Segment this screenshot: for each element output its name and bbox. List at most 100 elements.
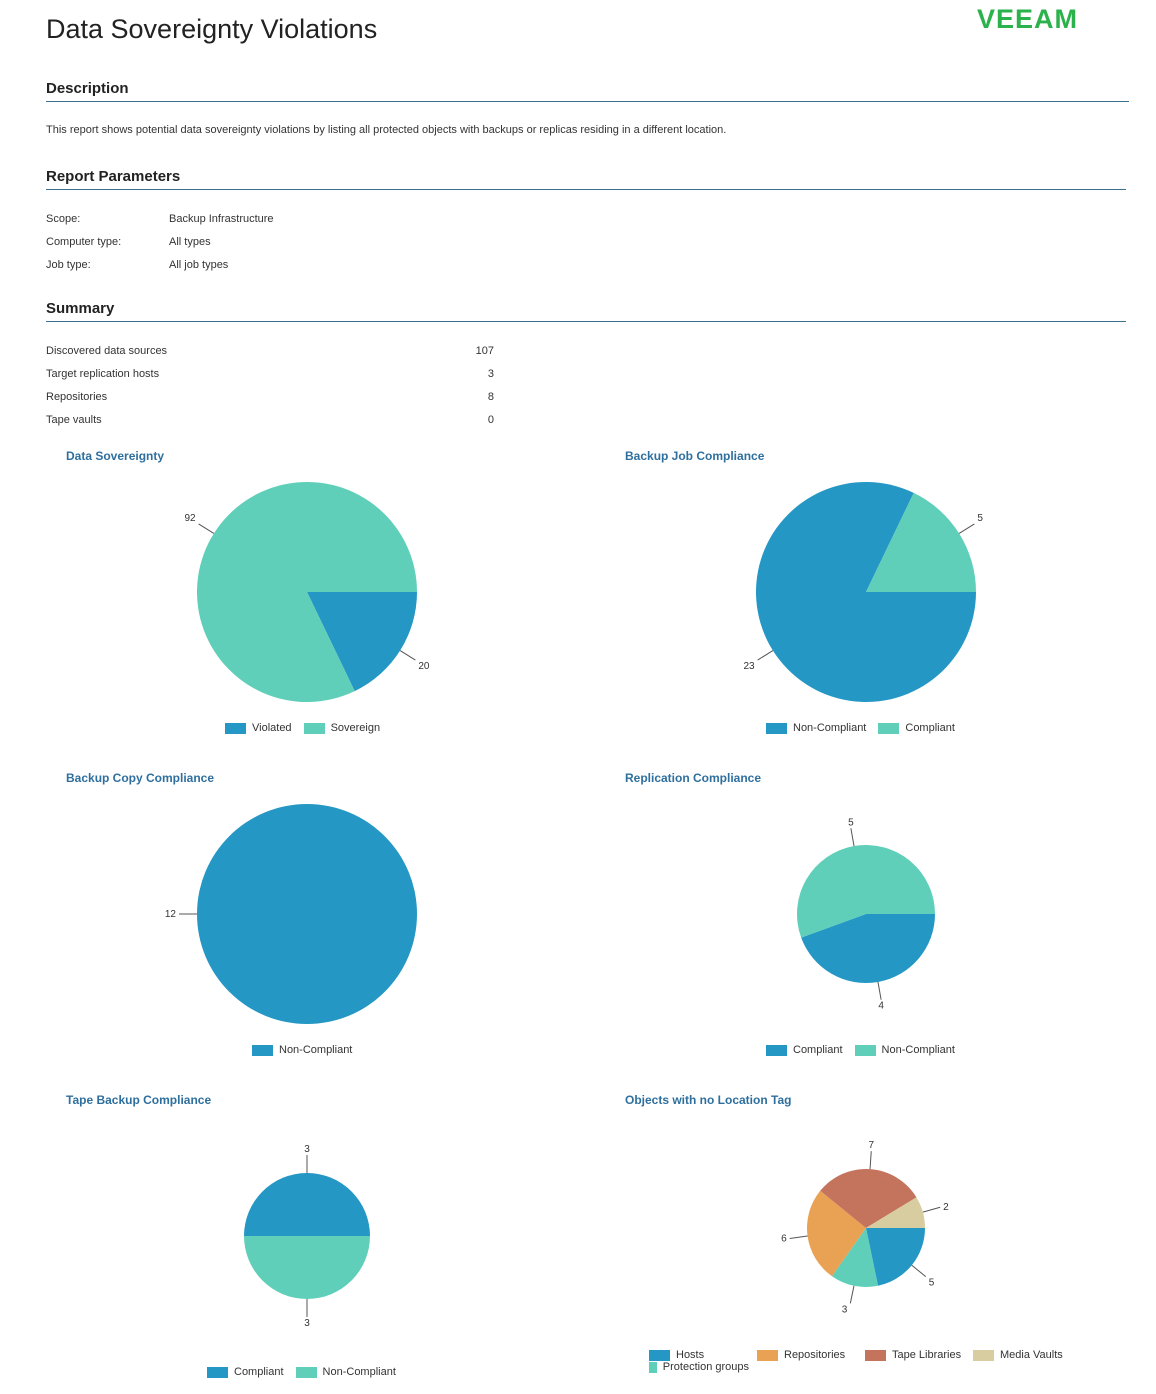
legend-backup-copy-compliance: Non-Compliant — [252, 1044, 364, 1056]
pie-value-label: 7 — [868, 1140, 874, 1151]
pie-value-label: 3 — [304, 1318, 310, 1329]
legend-swatch — [649, 1361, 657, 1373]
pie-value-label: 4 — [878, 1001, 884, 1012]
chart-title-objects-no-location-tag: Objects with no Location Tag — [625, 1093, 792, 1107]
description-rule — [46, 101, 1129, 102]
pie-leader-line — [911, 1264, 927, 1277]
summary-label-tape-vaults: Tape vaults — [46, 414, 102, 426]
legend-swatch — [973, 1349, 994, 1361]
legend-swatch — [225, 722, 246, 734]
legend-item: Hosts — [649, 1349, 749, 1361]
pie-slice-compliant — [801, 914, 935, 984]
pie-leader-line — [399, 650, 416, 661]
legend-label: Compliant — [905, 722, 955, 734]
legend-item: Repositories — [757, 1349, 857, 1361]
param-label-computer-type: Computer type: — [46, 236, 122, 248]
chart-title-backup-copy-compliance: Backup Copy Compliance — [66, 771, 215, 785]
pie-leader-line — [877, 981, 882, 1000]
legend-item: Tape Libraries — [865, 1349, 965, 1361]
legend-item: Compliant — [207, 1366, 284, 1378]
legend-swatch — [766, 722, 787, 734]
summary-label-repositories: Repositories — [46, 391, 108, 403]
legend-label: Protection groups — [662, 1361, 749, 1373]
chart-title-tape-backup-compliance: Tape Backup Compliance — [66, 1093, 212, 1107]
legend-swatch — [295, 1366, 317, 1378]
pie-value-label: 2 — [943, 1202, 949, 1213]
legend-label: Violated — [252, 722, 292, 734]
chart-title-data-sovereignty: Data Sovereignty — [66, 449, 165, 463]
legend-tape-backup-compliance: Compliant Non-Compliant — [207, 1366, 408, 1378]
legend-item: Sovereign — [303, 722, 381, 734]
description-heading: Description — [46, 80, 129, 97]
pie-slice-protection-groups — [831, 1228, 879, 1288]
summary-value-replication-hosts: 3 — [487, 368, 494, 380]
parameters-rule — [46, 189, 1126, 190]
description-text: This report shows potential data soverei… — [46, 124, 727, 136]
legend-item: Media Vaults — [973, 1349, 1083, 1361]
pie-leader-line — [789, 1235, 808, 1239]
summary-value-repositories: 8 — [487, 391, 494, 403]
summary-value-tape-vaults: 0 — [487, 414, 494, 426]
pie-leader-line — [850, 828, 855, 847]
pie-value-label: 6 — [781, 1233, 787, 1244]
pie-leader-line — [922, 1206, 941, 1213]
param-label-scope: Scope: — [46, 213, 81, 225]
legend-label: Tape Libraries — [892, 1349, 962, 1361]
veeam-logo: VEEAM — [977, 4, 1079, 34]
pie-value-label: 3 — [304, 1144, 310, 1155]
report-parameters-heading: Report Parameters — [46, 168, 181, 185]
pie-value-label: 92 — [184, 513, 196, 524]
pie-value-label: 12 — [165, 909, 177, 920]
legend-label: Compliant — [234, 1366, 284, 1378]
summary-rule — [46, 321, 1126, 322]
legend-label: Non-Compliant — [881, 1044, 955, 1056]
pie-slice-media-vaults — [866, 1197, 925, 1228]
legend-label: Hosts — [676, 1349, 705, 1361]
report-title: Data Sovereignty Violations — [46, 14, 378, 44]
legend-swatch — [865, 1349, 886, 1361]
pie-leader-line — [849, 1285, 855, 1304]
legend-replication-compliance: Compliant Non-Compliant — [766, 1044, 967, 1056]
pie-value-label: 3 — [842, 1304, 848, 1315]
pie-slice-compliant — [866, 492, 976, 592]
pie-slice-hosts — [866, 1228, 925, 1286]
pie-slice-sovereign — [196, 481, 417, 702]
pie-value-label: 5 — [929, 1278, 935, 1289]
legend-swatch — [649, 1349, 670, 1361]
legend-objects-no-location-tag: Hosts Repositories Tape Libraries Media Vau… — [649, 1349, 1109, 1373]
legend-label: Compliant — [793, 1044, 843, 1056]
pie-slice-non-compliant — [197, 804, 417, 1024]
legend-swatch — [766, 1044, 787, 1056]
param-value-job-type: All job types — [169, 259, 229, 271]
legend-item: Non-Compliant — [854, 1044, 955, 1056]
summary-label-replication-hosts: Target replication hosts — [46, 368, 160, 380]
legend-backup-job-compliance: Non-Compliant Compliant — [766, 722, 967, 734]
param-value-scope: Backup Infrastructure — [169, 213, 274, 225]
pie-slice-repositories — [807, 1190, 866, 1277]
pie-value-label: 20 — [418, 661, 430, 672]
legend-item: Non-Compliant — [766, 722, 866, 734]
chart-title-replication-compliance: Replication Compliance — [625, 771, 762, 785]
legend-label: Non-Compliant — [793, 722, 867, 734]
chart-title-backup-job-compliance: Backup Job Compliance — [625, 449, 765, 463]
legend-item: Non-Compliant — [295, 1366, 396, 1378]
pie-value-label: 23 — [743, 661, 755, 672]
pie-slice-non-compliant — [244, 1236, 370, 1299]
legend-item: Non-Compliant — [252, 1044, 352, 1056]
pie-slice-non-compliant — [797, 845, 936, 938]
legend-swatch — [303, 722, 325, 734]
legend-label: Non-Compliant — [279, 1044, 353, 1056]
legend-label: Non-Compliant — [322, 1366, 396, 1378]
legend-item: Violated — [225, 722, 292, 734]
pie-leader-line — [869, 1151, 872, 1170]
legend-label: Sovereign — [330, 722, 381, 734]
pie-leader-line — [757, 650, 774, 661]
legend-swatch — [878, 722, 900, 734]
summary-heading: Summary — [46, 300, 115, 317]
pie-slice-compliant — [244, 1173, 370, 1236]
pie-leader-line — [198, 523, 215, 534]
pie-value-label: 5 — [977, 513, 983, 524]
legend-swatch — [207, 1366, 228, 1378]
legend-swatch — [252, 1044, 273, 1056]
